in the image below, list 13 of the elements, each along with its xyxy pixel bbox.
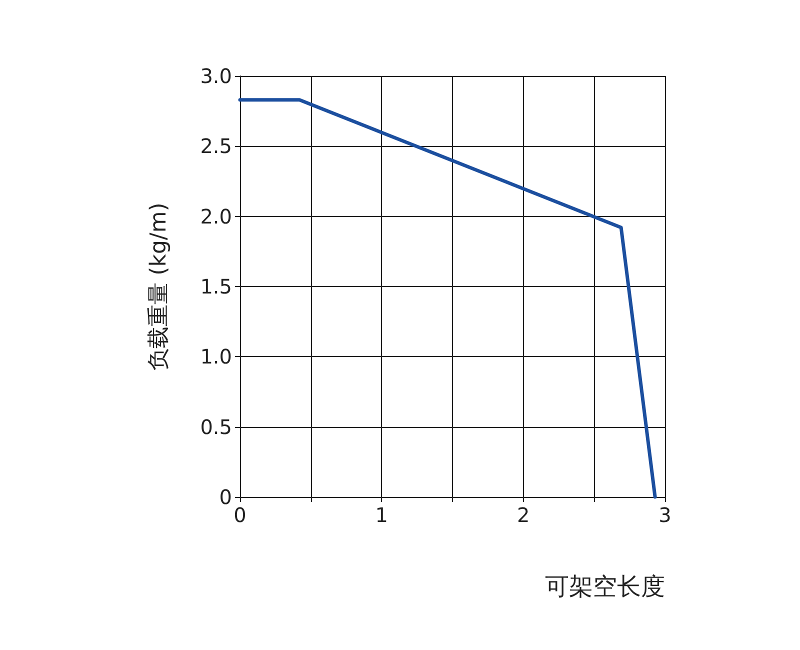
y-tick-label: 0 [219, 485, 232, 509]
y-tick-label: 0.5 [200, 414, 232, 439]
y-tick-label: 3.0 [200, 64, 232, 88]
y-tick-label: 2.5 [200, 134, 232, 158]
y-axis-title: 负载重量 (kg/m) [146, 202, 172, 370]
x-tick-label: 2 [516, 503, 530, 527]
x-tick-label: 0 [234, 503, 246, 527]
y-tick-label: 1.5 [200, 274, 232, 298]
y-tick-label: 2.0 [200, 204, 232, 228]
x-tick-label: 1 [375, 503, 388, 527]
y-tick-label: 1.0 [200, 344, 232, 369]
x-axis-title: 可架空长度 [545, 574, 665, 600]
x-tick-label: 3 [658, 503, 672, 527]
